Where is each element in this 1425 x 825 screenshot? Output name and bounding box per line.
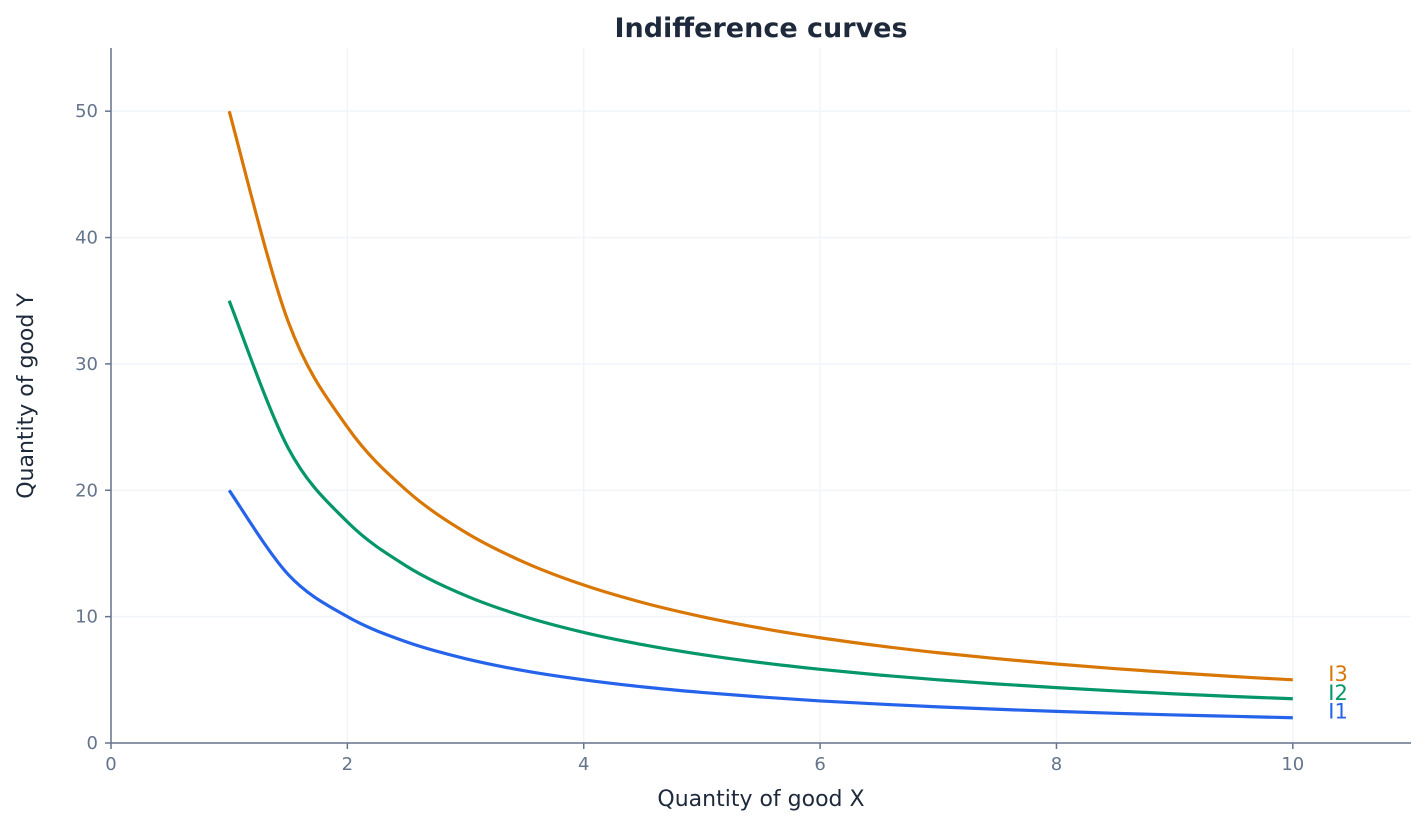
y-axis-label: Quantity of good Y (14, 293, 39, 499)
x-tick-label: 10 (1281, 754, 1304, 775)
series-group (227, 110, 1293, 720)
series-line-i3 (227, 110, 1293, 682)
series-label-i2: I2 (1328, 681, 1348, 705)
gridlines (111, 48, 1411, 743)
y-tick-label: 40 (75, 228, 98, 249)
chart-title: Indifference curves (614, 13, 907, 44)
y-tick-label: 0 (87, 733, 98, 754)
ticks: 0 2 4 6 8 10 0 10 20 30 40 50 (75, 101, 1304, 775)
series-label-i3: I3 (1328, 662, 1348, 686)
x-tick-label: 8 (1051, 754, 1062, 775)
x-tick-label: 4 (578, 754, 589, 775)
x-tick-label: 2 (342, 754, 353, 775)
x-tick-label: 6 (814, 754, 825, 775)
y-tick-label: 20 (75, 480, 98, 501)
y-tick-label: 10 (75, 607, 98, 628)
x-axis-label: Quantity of good X (657, 787, 864, 812)
series-label-i1: I1 (1328, 700, 1348, 724)
series-line-i2 (227, 300, 1293, 701)
y-tick-label: 30 (75, 354, 98, 375)
x-tick-label: 0 (105, 754, 116, 775)
series-line-i1 (227, 489, 1293, 720)
y-tick-label: 50 (75, 101, 98, 122)
